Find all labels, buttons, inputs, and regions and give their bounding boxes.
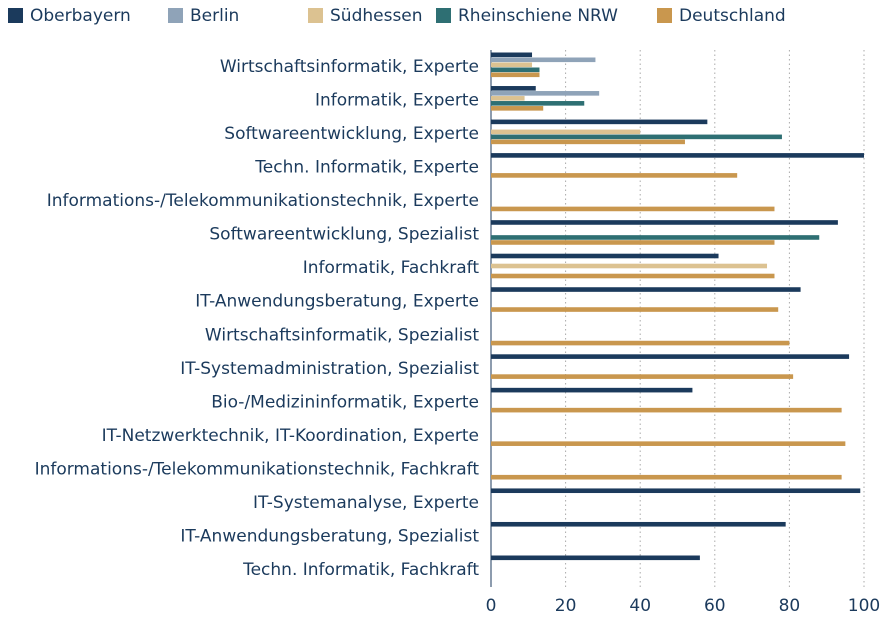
- bar: [491, 235, 820, 240]
- bar: [491, 407, 842, 413]
- y-tick-label: Informatik, Fachkraft: [303, 258, 480, 278]
- y-tick-label: Softwareentwicklung, Spezialist: [209, 225, 479, 245]
- bar: [491, 488, 861, 494]
- bar: [491, 129, 641, 135]
- y-tick-label: Wirtschaftsinformatik, Experte: [220, 57, 479, 77]
- bar: [491, 86, 536, 91]
- legend-swatch: [168, 8, 183, 23]
- bar: [491, 91, 600, 96]
- y-tick-label: IT-Systemanalyse, Experte: [253, 493, 479, 513]
- y-tick-label: Informations-/Telekommunikationstechnik,…: [47, 191, 479, 211]
- x-tick-label: 20: [555, 596, 577, 616]
- bar: [491, 173, 738, 178]
- bar: [491, 287, 801, 292]
- bar: [491, 119, 708, 125]
- x-tick-label: 100: [848, 596, 880, 616]
- bar: [491, 474, 842, 480]
- legend-swatch: [308, 8, 323, 23]
- bar: [491, 72, 540, 78]
- bar: [491, 153, 864, 158]
- y-tick-label: IT-Systemadministration, Spezialist: [180, 359, 479, 379]
- y-tick-label: IT-Anwendungsberatung, Experte: [195, 292, 479, 312]
- bar: [491, 521, 786, 527]
- bar: [491, 220, 838, 225]
- bar: [491, 52, 533, 58]
- bar: [491, 273, 775, 279]
- x-tick-label: 60: [704, 596, 726, 616]
- legend-swatch: [657, 8, 672, 23]
- bar: [491, 62, 533, 68]
- bar: [491, 263, 768, 269]
- legend-swatch: [8, 8, 23, 23]
- legend-label: Deutschland: [679, 6, 786, 26]
- legend-label: Südhessen: [330, 6, 423, 26]
- y-tick-label: IT-Netzwerktechnik, IT-Koordination, Exp…: [102, 426, 479, 446]
- y-tick-label: Informations-/Telekommunikationstechnik,…: [35, 459, 480, 479]
- bar: [491, 387, 693, 393]
- legend-label: Oberbayern: [30, 6, 131, 26]
- bar: [491, 374, 794, 379]
- x-tick-label: 40: [629, 596, 651, 616]
- bar: [491, 57, 596, 63]
- bar: [491, 354, 850, 359]
- bar: [491, 206, 775, 212]
- bar: [491, 340, 790, 346]
- y-tick-label: IT-Anwendungsberatung, Spezialist: [180, 526, 479, 546]
- bar: [491, 96, 525, 101]
- bar: [491, 139, 685, 145]
- bar: [491, 441, 846, 446]
- bar: [491, 101, 585, 106]
- y-tick-label: Techn. Informatik, Fachkraft: [242, 560, 479, 580]
- y-tick-label: Bio-/Medizininformatik, Experte: [211, 392, 479, 412]
- bar: [491, 240, 775, 245]
- bar: [491, 253, 719, 259]
- legend-label: Berlin: [190, 6, 239, 26]
- y-tick-label: Softwareentwicklung, Experte: [224, 124, 479, 144]
- bar: [491, 134, 782, 140]
- bar: [491, 555, 700, 561]
- x-tick-label: 80: [779, 596, 801, 616]
- x-tick-label: 0: [486, 596, 497, 616]
- legend-label: Rheinschiene NRW: [458, 6, 618, 26]
- legend-swatch: [436, 8, 451, 23]
- y-tick-label: Informatik, Experte: [315, 91, 479, 111]
- y-tick-label: Wirtschaftsinformatik, Spezialist: [205, 325, 479, 345]
- bar: [491, 67, 540, 73]
- bar: [491, 106, 544, 111]
- bar: [491, 307, 779, 312]
- y-tick-label: Techn. Informatik, Experte: [254, 158, 479, 178]
